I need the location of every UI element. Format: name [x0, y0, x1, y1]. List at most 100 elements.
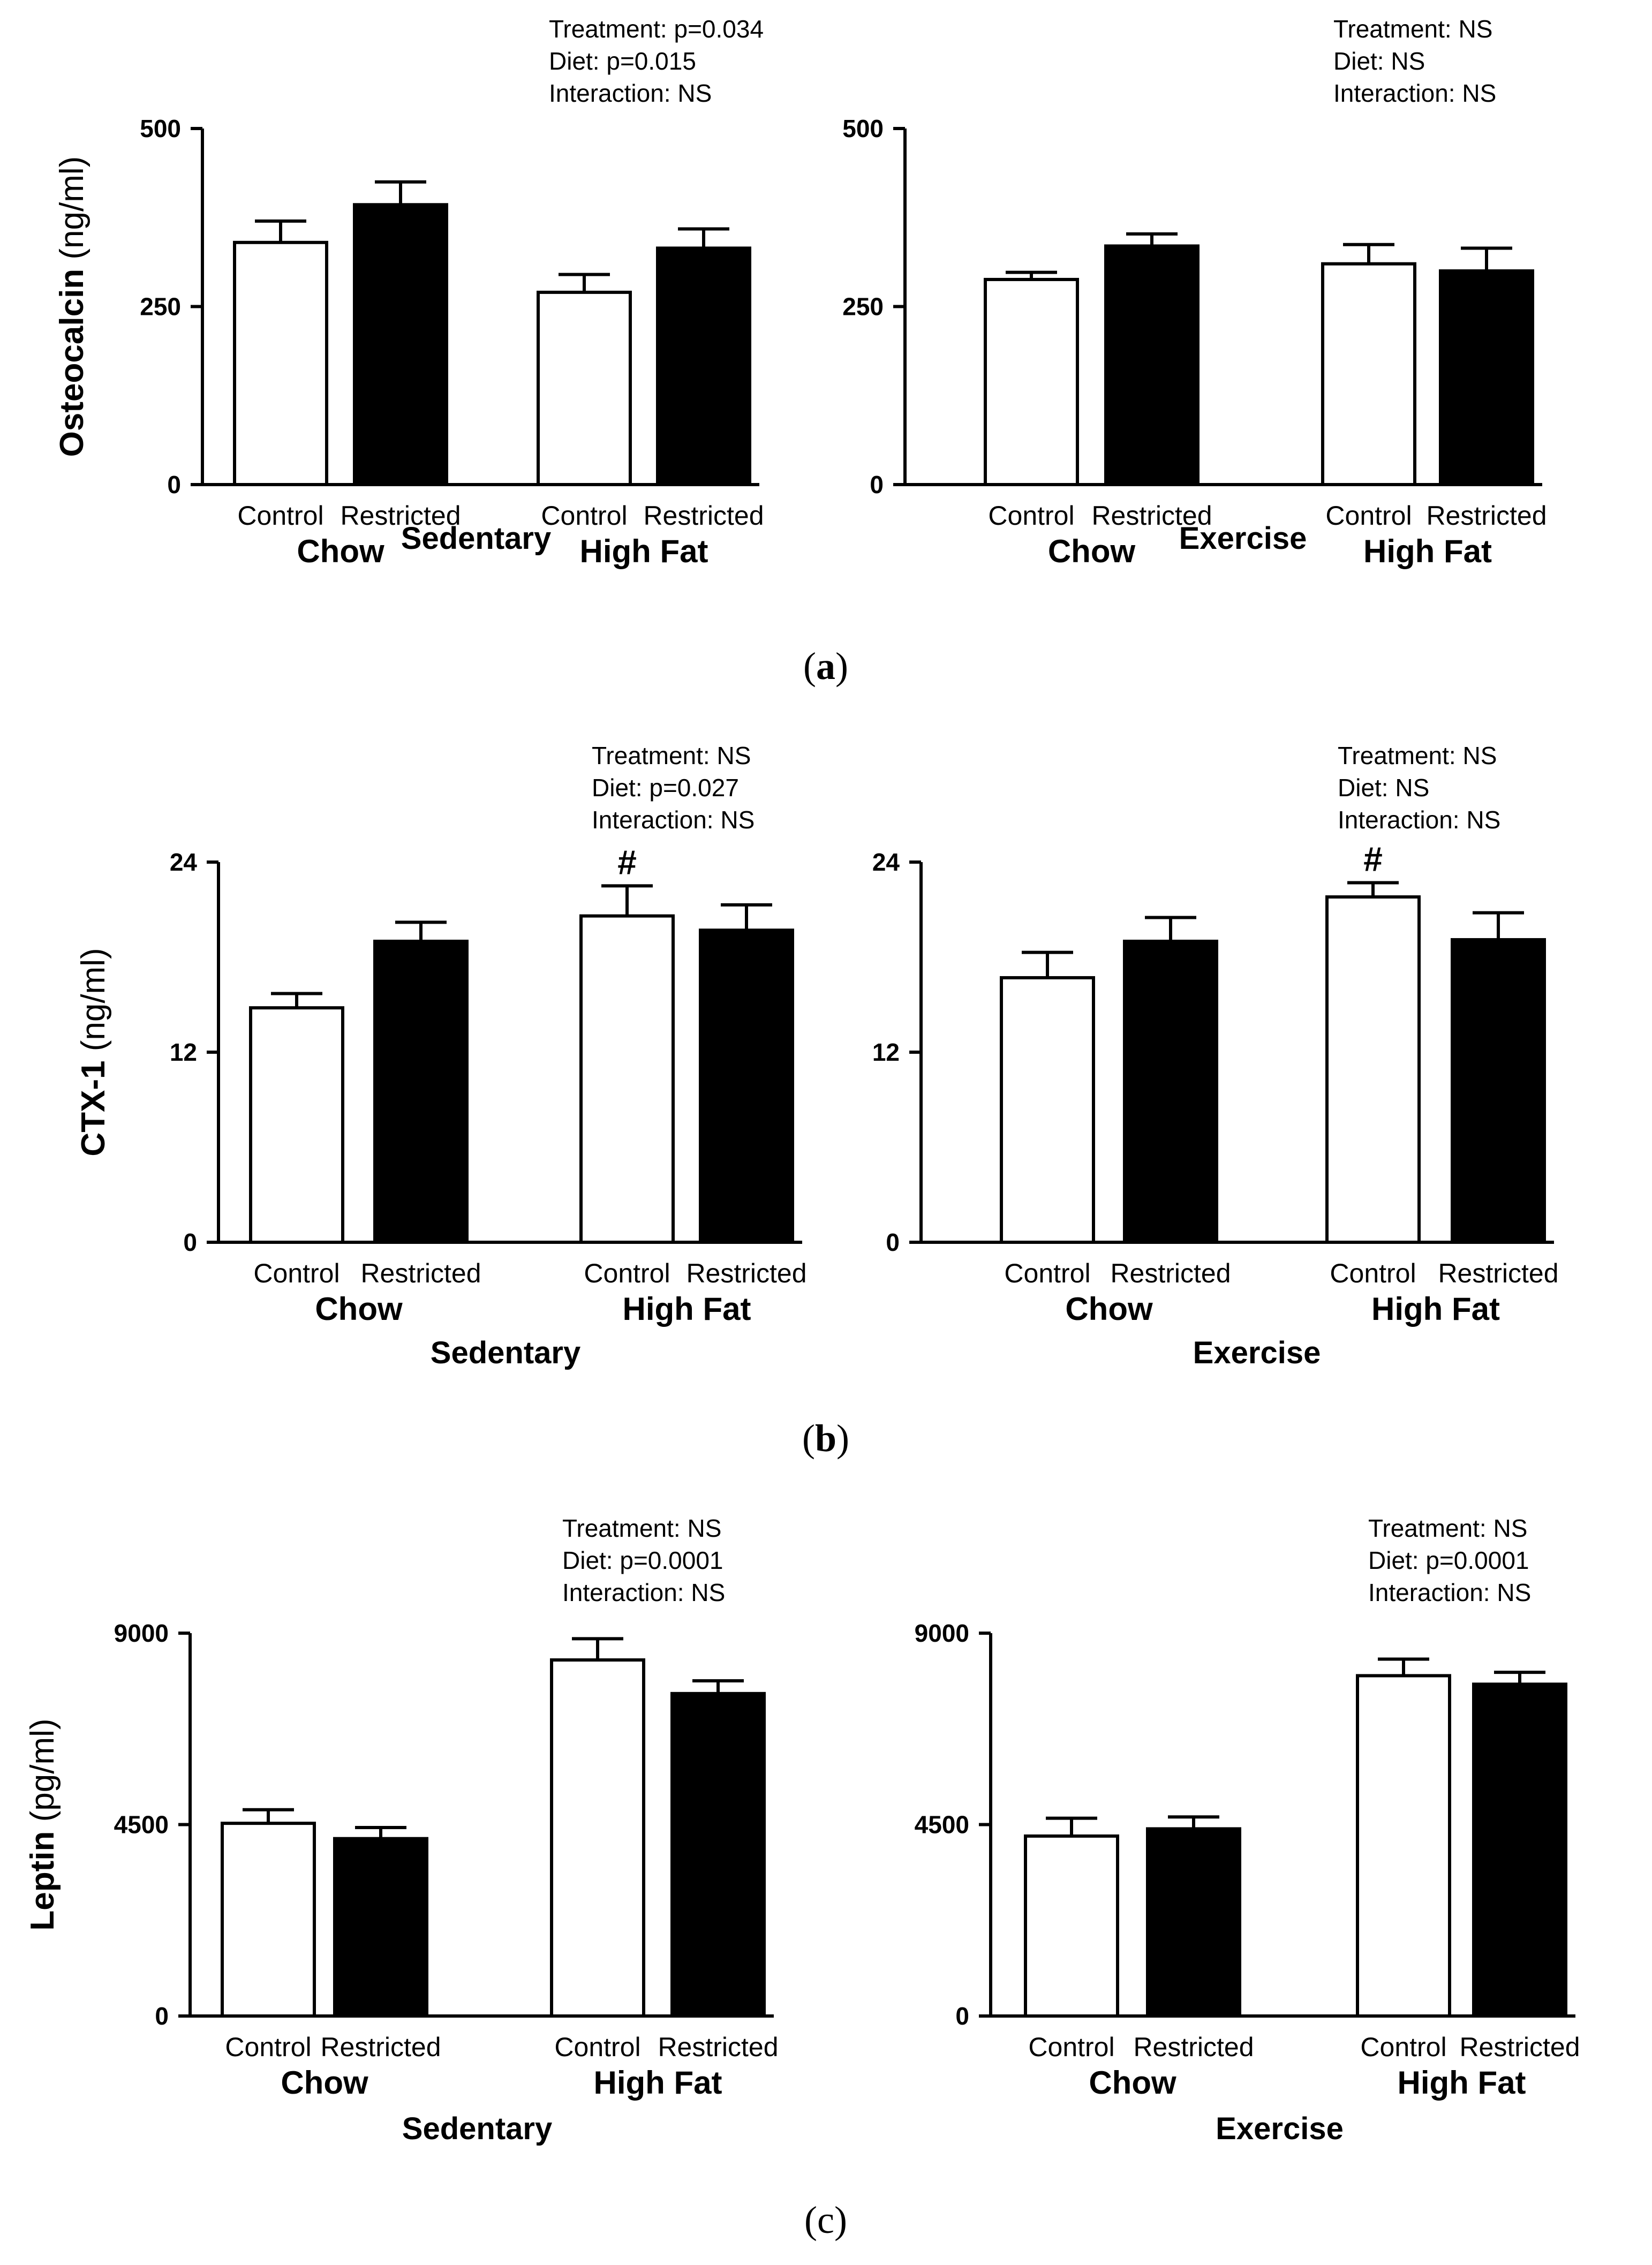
y-axis-title-name: Osteocalcin: [54, 269, 90, 457]
group-label: High Fat: [623, 1291, 751, 1327]
condition-label: Sedentary: [431, 1335, 580, 1370]
y-tick-label: 250: [842, 293, 884, 321]
y-tick-label: 500: [842, 115, 884, 142]
category-label: Restricted: [643, 501, 764, 531]
category-label: Control: [1325, 501, 1412, 531]
caption-paren-open: (: [803, 645, 816, 688]
category-label: Control: [541, 501, 627, 531]
stats-line: Diet: p=0.0001: [1368, 1546, 1529, 1574]
bar-restricted-high-fat: [1451, 938, 1546, 1244]
caption-paren-close: ): [834, 2199, 847, 2241]
y-axis-title: CTX-1 (ng/ml): [75, 948, 112, 1156]
category-label: Restricted: [1438, 1258, 1558, 1288]
group-label: Chow: [315, 1291, 403, 1327]
y-axis-title-unit: (pg/ml): [24, 1718, 61, 1831]
category-label: Restricted: [686, 1258, 806, 1288]
caption-paren-open: (: [804, 2199, 817, 2241]
panel-caption: (b): [802, 1417, 849, 1460]
y-tick-label: 0: [155, 2002, 169, 2030]
y-tick-label: 0: [167, 471, 181, 499]
bar-control-chow: [984, 277, 1079, 487]
stats-line: Treatment: NS: [1333, 15, 1492, 43]
bar-restricted-high-fat: [699, 928, 794, 1244]
y-tick-label: 24: [170, 848, 198, 876]
group-label: Chow: [1089, 2065, 1176, 2101]
stats-line: Diet: NS: [1333, 47, 1425, 75]
bar-control-chow: [249, 1006, 344, 1244]
bar-control-high-fat: [579, 914, 675, 1244]
stats-line: Interaction: NS: [562, 1579, 725, 1606]
y-tick-label: 0: [886, 1228, 900, 1256]
stats-line: Treatment: NS: [562, 1514, 721, 1542]
stats-line: Interaction: NS: [1368, 1579, 1531, 1606]
y-tick-label: 9000: [915, 1619, 969, 1647]
stats-line: Treatment: p=0.034: [549, 15, 764, 43]
stats-line: Interaction: NS: [592, 806, 755, 834]
y-tick-label: 4500: [915, 1811, 969, 1839]
caption-letter: c: [817, 2199, 834, 2241]
bar-control-chow: [1024, 1834, 1119, 2018]
condition-label: Exercise: [1216, 2111, 1344, 2146]
category-label: Control: [554, 2032, 640, 2062]
group-label: Chow: [281, 2065, 368, 2101]
stats-line: Interaction: NS: [1333, 79, 1496, 107]
group-label: High Fat: [1398, 2065, 1526, 2101]
condition-label: Sedentary: [401, 521, 551, 556]
significance-mark: #: [617, 843, 637, 881]
group-label: High Fat: [1363, 533, 1492, 569]
category-label: Restricted: [360, 1258, 481, 1288]
bar-control-chow: [233, 240, 328, 486]
stats-line: Treatment: NS: [1368, 1514, 1527, 1542]
stats-line: Diet: p=0.0001: [562, 1546, 723, 1574]
category-label: Control: [237, 501, 323, 531]
y-tick-label: 24: [872, 848, 900, 876]
stats-line: Treatment: NS: [1338, 742, 1497, 769]
y-tick-label: 500: [140, 115, 181, 142]
category-label: Restricted: [1091, 501, 1212, 531]
category-label: Restricted: [320, 2032, 441, 2062]
y-axis-title: Leptin (pg/ml): [24, 1718, 61, 1930]
chart-a-right: 0 250 500 Control Restricted Control Restricte…: [842, 15, 1547, 569]
stats-line: Interaction: NS: [1338, 806, 1500, 834]
category-label: Control: [988, 501, 1074, 531]
stats-line: Diet: p=0.027: [592, 774, 739, 802]
category-label: Control: [1360, 2032, 1446, 2062]
bar-restricted-high-fat: [1439, 269, 1534, 486]
bar-restricted-chow: [333, 1837, 428, 2018]
caption-paren-close: ): [835, 645, 848, 688]
chart-c-left: 0 4500 9000 Control Restricted Control Restric…: [114, 1514, 779, 2146]
caption-letter: a: [816, 645, 835, 688]
y-axis-title-unit: (ng/ml): [75, 948, 112, 1060]
y-tick-label: 0: [183, 1228, 197, 1256]
y-tick-label: 12: [170, 1038, 197, 1066]
condition-label: Exercise: [1179, 521, 1307, 556]
group-label: Chow: [297, 533, 384, 569]
bar-restricted-chow: [1146, 1827, 1241, 2018]
bar-control-high-fat: [537, 290, 632, 487]
category-label: Control: [225, 2032, 311, 2062]
panel-caption: (c): [804, 2199, 847, 2241]
bar-control-high-fat: [550, 1658, 645, 2018]
group-label: High Fat: [1371, 1291, 1500, 1327]
bar-control-chow: [1000, 976, 1095, 1244]
group-label: High Fat: [580, 533, 708, 569]
panel-caption: (a): [803, 645, 848, 688]
bar-control-high-fat: [1325, 895, 1421, 1244]
category-label: Control: [1330, 1258, 1416, 1288]
chart-a-left: 0 250 500 Control Restricted Control Restricte…: [140, 15, 764, 569]
caption-paren-close: ): [836, 1417, 849, 1460]
chart-c-right: 0 4500 9000 Control Restricted Control Restric…: [915, 1514, 1580, 2146]
category-label: Restricted: [1133, 2032, 1254, 2062]
category-label: Restricted: [1426, 501, 1547, 531]
group-label: High Fat: [594, 2065, 722, 2101]
bar-restricted-high-fat: [670, 1692, 766, 2018]
bar-restricted-chow: [1104, 244, 1200, 486]
condition-label: Exercise: [1193, 1335, 1321, 1370]
bar-control-chow: [221, 1822, 316, 2018]
category-label: Control: [1004, 1258, 1090, 1288]
stats-line: Diet: NS: [1338, 774, 1429, 802]
category-label: Restricted: [340, 501, 461, 531]
